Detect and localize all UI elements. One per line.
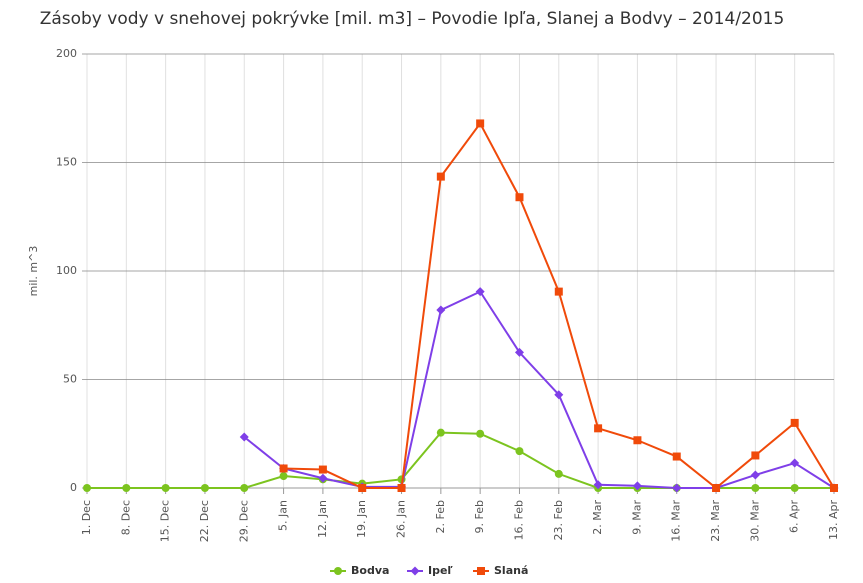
point — [672, 452, 681, 461]
point — [358, 484, 367, 492]
point — [554, 469, 563, 478]
point — [279, 472, 288, 481]
legend-label: Bodva — [351, 564, 389, 577]
y-axis-label: mil. m^3 — [27, 246, 40, 297]
point — [790, 458, 800, 468]
point — [515, 447, 524, 456]
x-tick-label: 30. Mar — [748, 500, 761, 542]
point — [751, 451, 760, 460]
point — [712, 484, 721, 492]
x-tick-label: 2. Mar — [591, 500, 604, 535]
y-tick-label: 0 — [70, 481, 77, 494]
legend-label: Ipeľ — [428, 564, 453, 577]
point — [200, 484, 209, 492]
point — [632, 481, 642, 491]
x-tick-label: 9. Mar — [630, 500, 643, 535]
point — [161, 484, 170, 492]
point — [122, 484, 131, 492]
point — [397, 484, 406, 492]
legend-label: Slaná — [494, 564, 528, 577]
x-tick-label: 16. Mar — [670, 500, 683, 542]
point — [239, 432, 249, 442]
point — [334, 567, 342, 575]
x-tick-label: 12. Jan — [316, 500, 329, 538]
y-tick-label: 150 — [56, 156, 77, 169]
y-tick-label: 100 — [56, 264, 77, 277]
chart-title: Zásoby vody v snehovej pokrývke [mil. m3… — [40, 9, 785, 29]
point — [790, 418, 799, 427]
point — [751, 484, 760, 492]
point — [476, 429, 485, 438]
point — [594, 424, 603, 433]
series-line — [87, 431, 834, 489]
point — [410, 566, 420, 576]
y-tick-label: 200 — [56, 47, 77, 60]
x-tick-label: 26. Jan — [395, 500, 408, 538]
point — [514, 347, 524, 357]
point — [790, 484, 799, 492]
x-tick-label: 23. Feb — [552, 500, 565, 540]
x-tick-label: 19. Jan — [355, 500, 368, 538]
point — [83, 484, 91, 492]
point — [515, 193, 524, 202]
point — [436, 172, 445, 181]
point — [475, 287, 485, 297]
series-line — [243, 290, 835, 489]
point — [476, 119, 485, 128]
point — [436, 428, 445, 437]
x-tick-label: 22. Dec — [198, 500, 211, 542]
point — [554, 390, 564, 400]
y-tick-label: 50 — [63, 373, 77, 386]
x-tick-label: 15. Dec — [159, 500, 172, 542]
x-tick-label: 1. Dec — [80, 500, 93, 535]
point — [554, 287, 563, 296]
point — [279, 464, 288, 473]
point — [318, 473, 328, 483]
x-tick-label: 13. Apr — [827, 500, 840, 540]
point — [240, 484, 249, 492]
point — [633, 436, 642, 445]
x-tick-label: 2. Feb — [434, 500, 447, 533]
x-tick-label: 5. Jan — [277, 500, 290, 531]
point — [477, 567, 485, 575]
x-tick-label: 8. Dec — [119, 500, 132, 535]
x-tick-label: 9. Feb — [473, 500, 486, 533]
x-tick-label: 16. Feb — [512, 500, 525, 540]
point — [750, 470, 760, 480]
x-tick-label: 23. Mar — [709, 500, 722, 542]
point — [436, 305, 446, 315]
x-tick-label: 6. Apr — [788, 500, 801, 533]
point — [672, 483, 682, 493]
x-tick-label: 29. Dec — [237, 500, 250, 542]
point — [593, 480, 603, 490]
point — [830, 484, 838, 492]
point — [318, 465, 327, 474]
